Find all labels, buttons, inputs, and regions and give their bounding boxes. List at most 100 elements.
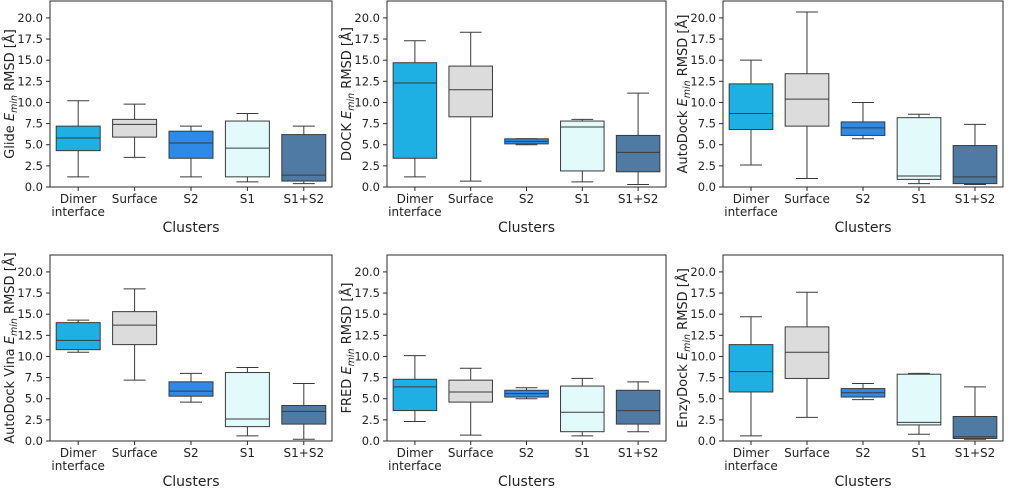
box-body: [560, 120, 605, 172]
x-tick-label: Surface: [784, 446, 830, 460]
box-1: [112, 103, 158, 158]
y-tick-label: 5.0: [362, 392, 380, 406]
box-0: [728, 316, 774, 437]
x-axis-label: Clusters: [163, 474, 220, 490]
y-tick-label: 20.0: [354, 265, 380, 279]
y-axis-label: AutoDock Emin RMSD [Å]: [675, 15, 693, 174]
x-axis-label: Clusters: [835, 220, 892, 236]
x-tick-label: S2: [855, 446, 870, 460]
y-tick-label: 2.5: [698, 159, 716, 173]
y-tick-label: 7.5: [362, 117, 380, 131]
y-tick-label: 12.5: [17, 328, 43, 342]
y-tick-label: 12.5: [354, 328, 380, 342]
x-tick-label: interface: [724, 205, 778, 219]
x-tick-label: S1: [911, 446, 926, 460]
y-tick-label: 2.5: [698, 413, 716, 427]
panel-6: 0.0 2.5 5.0 7.5 10.0 12.5 15.0 17.5 20.0 Dimerint…: [675, 254, 1004, 490]
box-4: [281, 125, 327, 185]
y-tick-label: 10.0: [354, 349, 380, 363]
box-4: [281, 383, 327, 440]
box-0: [55, 100, 101, 178]
x-tick-label: S1+S2: [284, 192, 325, 206]
y-tick-label: 2.5: [362, 413, 380, 427]
box-2: [840, 101, 886, 140]
y-tick-label: 10.0: [17, 95, 43, 109]
x-tick-label: Dimer: [397, 192, 434, 206]
box-body: [840, 121, 886, 136]
x-tick-label: Surface: [448, 446, 494, 460]
box-1: [448, 31, 493, 182]
box-0: [392, 40, 438, 178]
panel-5: 0.0 2.5 5.0 7.5 10.0 12.5 15.0 17.5 20.0 Dimerint…: [339, 254, 667, 490]
y-tick-label: 17.5: [17, 286, 43, 300]
x-tick-label: Surface: [112, 446, 158, 460]
box-0: [728, 59, 774, 166]
x-tick-label: interface: [724, 459, 778, 473]
y-tick-label: 5.0: [698, 138, 716, 152]
box-body: [112, 118, 158, 138]
x-tick-label: Dimer: [60, 446, 97, 460]
box-3: [560, 377, 605, 437]
box-3: [224, 366, 270, 437]
panel-4: 0.0 2.5 5.0 7.5 10.0 12.5 15.0 17.5 20.0 Dimerint…: [2, 252, 333, 490]
x-tick-label: S1: [575, 446, 590, 460]
x-tick-label: S1+S2: [955, 192, 996, 206]
x-tick-label: S1+S2: [618, 192, 659, 206]
box-body: [952, 145, 998, 185]
y-tick-label: 0.0: [25, 434, 43, 448]
x-tick-label: S1: [911, 192, 926, 206]
x-tick-label: S1+S2: [618, 446, 659, 460]
y-tick-label: 5.0: [25, 392, 43, 406]
box-3: [896, 372, 942, 435]
panel-3: 0.0 2.5 5.0 7.5 10.0 12.5 15.0 17.5 20.0 Dimerint…: [675, 0, 1004, 236]
y-tick-label: 20.0: [690, 11, 716, 25]
box-body: [448, 379, 493, 403]
y-tick-label: 10.0: [17, 349, 43, 363]
box-4: [615, 92, 661, 185]
y-tick-label: 15.0: [17, 53, 43, 67]
x-tick-label: interface: [51, 459, 105, 473]
y-tick-label: 17.5: [690, 32, 716, 46]
x-tick-label: Surface: [112, 192, 158, 206]
box-body: [728, 83, 774, 131]
x-tick-label: Surface: [448, 192, 494, 206]
box-body: [224, 120, 270, 178]
y-tick-label: 0.0: [362, 180, 380, 194]
box-1: [784, 291, 830, 418]
box-body: [448, 65, 493, 118]
y-tick-label: 12.5: [354, 74, 380, 88]
y-tick-label: 15.0: [354, 53, 380, 67]
y-tick-label: 10.0: [690, 349, 716, 363]
box-0: [55, 319, 101, 353]
box-body: [281, 134, 327, 182]
box-body: [896, 117, 942, 180]
x-tick-label: S2: [855, 192, 870, 206]
box-body: [784, 73, 830, 127]
y-tick-label: 20.0: [17, 11, 43, 25]
box-2: [168, 125, 214, 178]
x-tick-label: Surface: [784, 192, 830, 206]
box-body: [392, 62, 438, 159]
x-axis-label: Clusters: [163, 220, 220, 236]
box-0: [392, 355, 438, 423]
y-tick-label: 15.0: [690, 53, 716, 67]
x-tick-label: S2: [183, 446, 198, 460]
x-axis-label: Clusters: [498, 220, 555, 236]
y-tick-label: 0.0: [698, 180, 716, 194]
box-body: [952, 415, 998, 439]
y-axis-label: FRED Emin RMSD [Å]: [339, 283, 357, 414]
x-tick-label: S1+S2: [284, 446, 325, 460]
x-tick-label: S2: [519, 192, 534, 206]
box-3: [896, 113, 942, 185]
box-1: [112, 288, 158, 381]
y-tick-label: 17.5: [690, 286, 716, 300]
x-tick-label: interface: [388, 205, 442, 219]
y-tick-label: 5.0: [25, 138, 43, 152]
y-tick-label: 15.0: [690, 307, 716, 321]
x-tick-label: S1+S2: [955, 446, 996, 460]
x-tick-label: S2: [183, 192, 198, 206]
x-tick-label: S2: [519, 446, 534, 460]
y-axis-label: AutoDock Vina Emin RMSD [Å]: [2, 252, 20, 443]
y-tick-label: 15.0: [354, 307, 380, 321]
